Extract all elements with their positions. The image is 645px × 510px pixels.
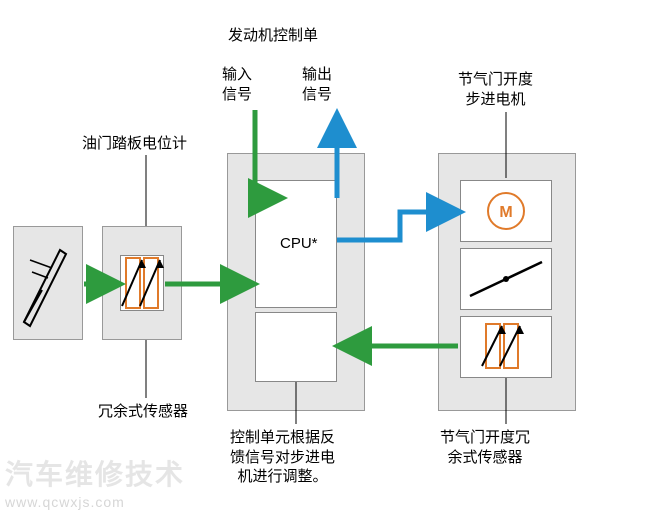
control-note-label: 控制单元根据反 馈信号对步进电 机进行调整。 <box>230 428 335 487</box>
ecu-title-label: 发动机控制单 <box>228 26 318 46</box>
arrow-ecu-to-motor <box>337 212 456 240</box>
arrow-input-signal <box>255 110 278 198</box>
throttle-sensor-icon <box>482 324 524 368</box>
potentiometer-icon <box>122 258 164 308</box>
throttle-plate-icon <box>470 262 542 296</box>
redundant-sensor-label: 冗余式传感器 <box>98 402 188 422</box>
pedal-pot-label: 油门踏板电位计 <box>82 134 187 154</box>
pedal-icon <box>24 250 66 326</box>
input-signal-label: 输入 信号 <box>222 65 252 104</box>
svg-text:M: M <box>499 204 512 221</box>
throttle-motor-label: 节气门开度 步进电机 <box>458 70 533 109</box>
diagram-canvas: M <box>0 0 645 508</box>
motor-icon: M <box>488 193 524 229</box>
watermark-text: 汽车维修技术 <box>5 453 185 493</box>
throttle-sensor-label: 节气门开度冗 余式传感器 <box>440 428 530 467</box>
leader-lines <box>146 112 506 424</box>
cpu-label: CPU* <box>280 234 318 254</box>
output-signal-label: 输出 信号 <box>302 65 332 104</box>
